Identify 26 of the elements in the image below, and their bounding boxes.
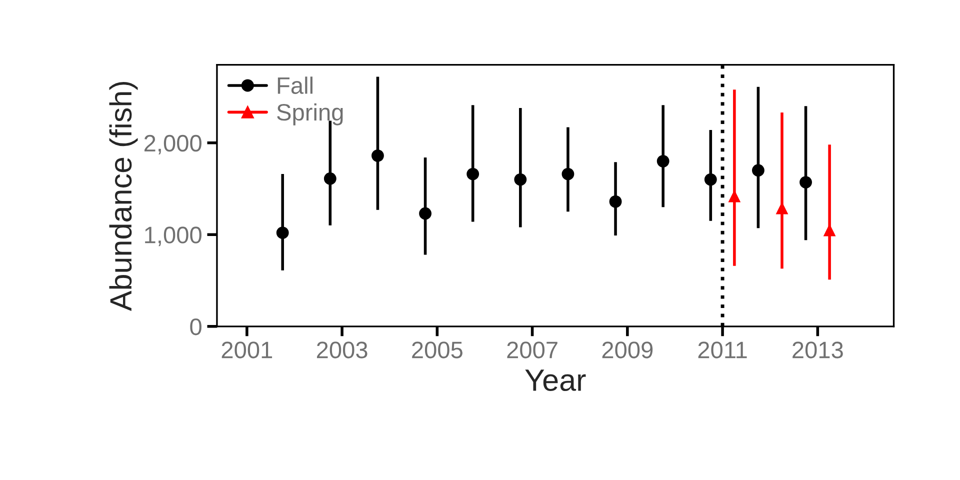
point <box>704 173 717 186</box>
x-tick-label: 2009 <box>602 342 653 358</box>
point <box>609 195 622 208</box>
legend-label: Spring <box>277 103 343 126</box>
point <box>514 173 527 186</box>
point <box>419 207 432 220</box>
x-tick-label: 2001 <box>222 342 272 358</box>
x-tick-label: 2013 <box>792 342 843 358</box>
point <box>372 149 384 162</box>
point <box>276 226 289 239</box>
x-tick-label: 2005 <box>412 342 462 358</box>
point <box>562 168 574 180</box>
point <box>466 168 480 180</box>
y-tick-label: 1,000 <box>145 226 202 246</box>
point <box>324 172 336 185</box>
x-tick-label: 2007 <box>507 342 558 358</box>
point <box>752 164 764 177</box>
point <box>800 176 812 188</box>
x-axis-title: Year <box>525 370 586 391</box>
y-axis-title: Abundance (fish) <box>109 82 138 312</box>
x-tick-label: 2011 <box>698 342 747 358</box>
y-tick-label: 0 <box>190 318 202 336</box>
x-tick-label: 2003 <box>316 342 368 358</box>
y-tick-label: 2,000 <box>144 134 202 154</box>
point <box>656 154 670 168</box>
legend-label: Fall <box>278 76 312 94</box>
